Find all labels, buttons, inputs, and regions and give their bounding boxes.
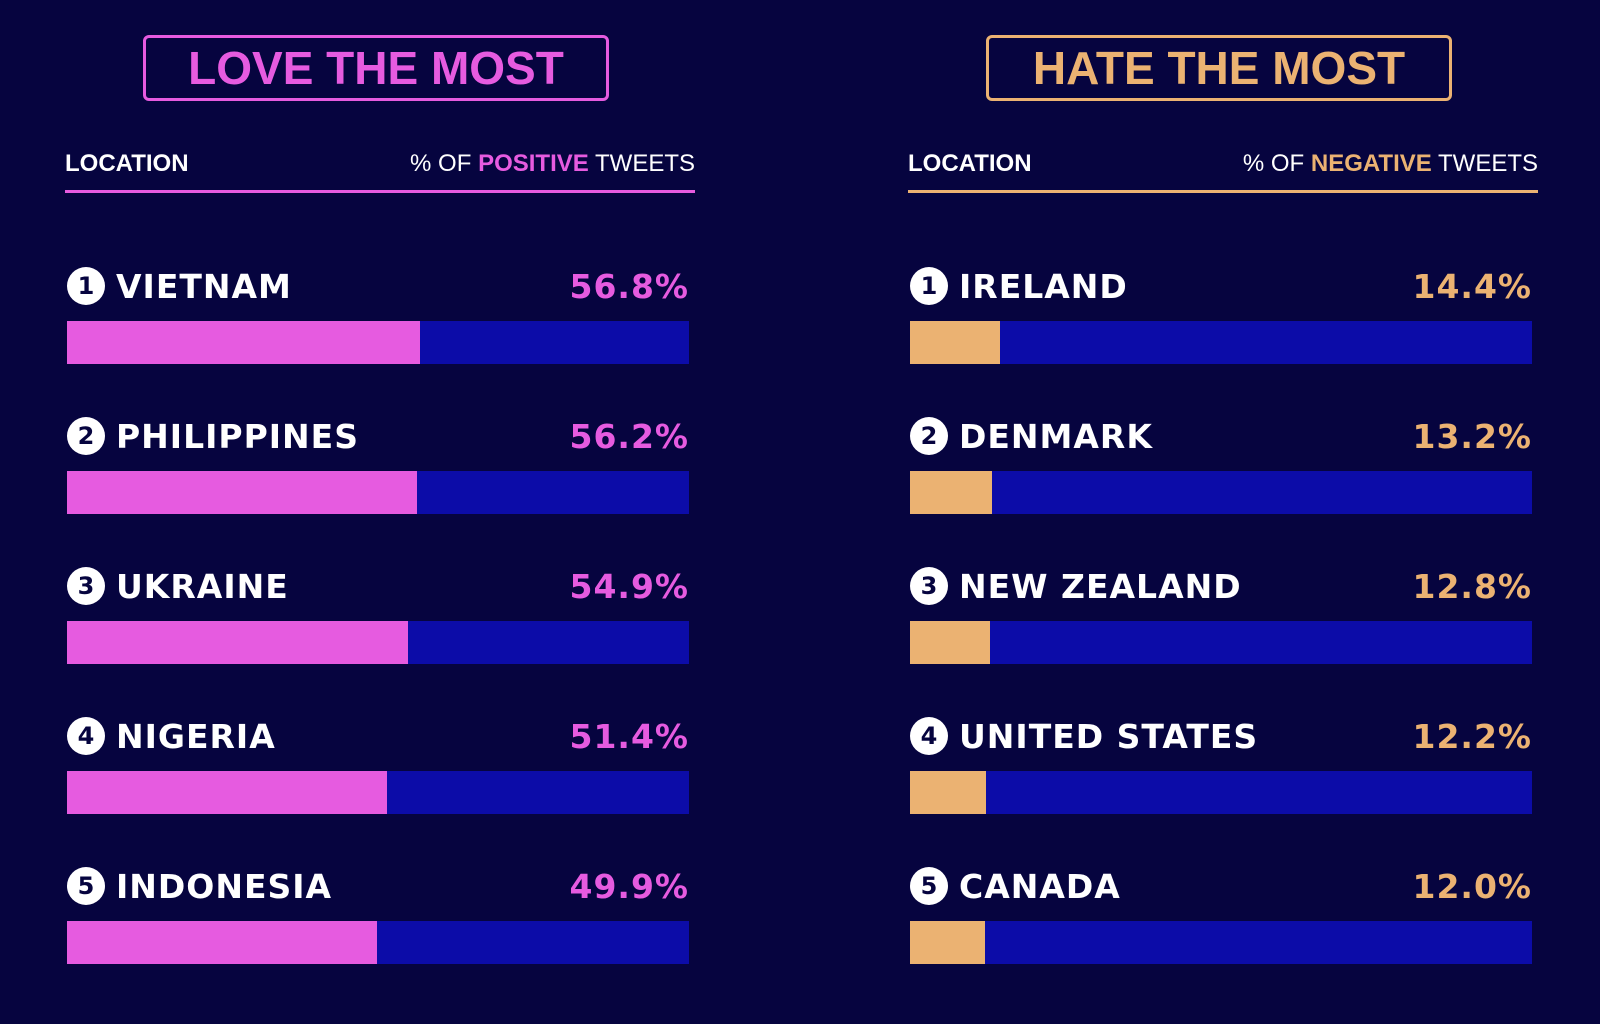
- rank-badge: 2: [910, 417, 948, 455]
- love-bar-row: 4 NIGERIA 51.4%: [67, 714, 689, 814]
- bar-fill: [910, 771, 986, 814]
- hate-title: HATE THE MOST: [986, 35, 1452, 101]
- rank-badge: 4: [910, 717, 948, 755]
- value-label: 51.4%: [569, 716, 689, 756]
- country-label: UNITED STATES: [959, 716, 1259, 756]
- bar-track: [910, 621, 1532, 664]
- value-label: 56.2%: [569, 416, 689, 456]
- rank-badge: 3: [910, 567, 948, 605]
- value-label: 54.9%: [569, 566, 689, 606]
- hate-bar-row: 3 NEW ZEALAND 12.8%: [910, 564, 1532, 664]
- bar-row-label-group: 3 NEW ZEALAND: [910, 567, 1242, 606]
- bar-fill: [910, 921, 985, 964]
- love-location-header: LOCATION: [65, 150, 189, 177]
- hate-table-header: LOCATION % OF NEGATIVE TWEETS: [908, 150, 1538, 178]
- love-bar-row: 5 INDONESIA 49.9%: [67, 864, 689, 964]
- country-label: UKRAINE: [116, 566, 289, 606]
- bar-fill: [67, 621, 408, 664]
- bar-track: [910, 321, 1532, 364]
- rank-badge: 1: [67, 267, 105, 305]
- hate-value-header: % OF NEGATIVE TWEETS: [1243, 150, 1538, 178]
- country-label: PHILIPPINES: [116, 416, 359, 456]
- bar-row-label-group: 1 VIETNAM: [67, 267, 292, 306]
- bar-row-label-group: 1 IRELAND: [910, 267, 1128, 306]
- hate-bar-row: 4 UNITED STATES 12.2%: [910, 714, 1532, 814]
- bar-track: [67, 621, 689, 664]
- bar-row-header: 5 CANADA 12.0%: [910, 864, 1532, 908]
- country-label: DENMARK: [959, 416, 1153, 456]
- country-label: INDONESIA: [116, 866, 333, 906]
- bar-fill: [910, 621, 990, 664]
- bar-row-header: 1 VIETNAM 56.8%: [67, 264, 689, 308]
- bar-track: [67, 321, 689, 364]
- rank-badge: 5: [67, 867, 105, 905]
- bar-row-header: 4 UNITED STATES 12.2%: [910, 714, 1532, 758]
- bar-fill: [67, 921, 377, 964]
- bar-row-label-group: 2 DENMARK: [910, 417, 1153, 456]
- bar-fill: [67, 471, 417, 514]
- rank-badge: 1: [910, 267, 948, 305]
- bar-track: [910, 921, 1532, 964]
- bar-row-header: 3 UKRAINE 54.9%: [67, 564, 689, 608]
- hate-bar-row: 1 IRELAND 14.4%: [910, 264, 1532, 364]
- bar-row-header: 2 DENMARK 13.2%: [910, 414, 1532, 458]
- value-label: 12.8%: [1412, 566, 1532, 606]
- country-label: IRELAND: [959, 266, 1128, 306]
- bar-fill: [910, 321, 1000, 364]
- love-value-header: % OF POSITIVE TWEETS: [410, 150, 695, 178]
- hate-bar-row: 2 DENMARK 13.2%: [910, 414, 1532, 514]
- country-label: VIETNAM: [116, 266, 292, 306]
- value-label: 12.2%: [1412, 716, 1532, 756]
- value-label: 12.0%: [1412, 866, 1532, 906]
- rank-badge: 2: [67, 417, 105, 455]
- rank-badge: 3: [67, 567, 105, 605]
- rank-badge: 5: [910, 867, 948, 905]
- country-label: NIGERIA: [116, 716, 276, 756]
- country-label: CANADA: [959, 866, 1121, 906]
- country-label: NEW ZEALAND: [959, 566, 1242, 606]
- value-label: 56.8%: [569, 266, 689, 306]
- hate-bar-row: 5 CANADA 12.0%: [910, 864, 1532, 964]
- bar-fill: [67, 321, 420, 364]
- love-table-header: LOCATION % OF POSITIVE TWEETS: [65, 150, 695, 178]
- bar-row-label-group: 2 PHILIPPINES: [67, 417, 359, 456]
- bar-fill: [910, 471, 992, 514]
- love-bar-row: 1 VIETNAM 56.8%: [67, 264, 689, 364]
- love-title: LOVE THE MOST: [143, 35, 609, 101]
- bar-track: [910, 771, 1532, 814]
- bar-track: [910, 471, 1532, 514]
- bar-track: [67, 771, 689, 814]
- bar-row-header: 3 NEW ZEALAND 12.8%: [910, 564, 1532, 608]
- love-panel: LOVE THE MOST LOCATION % OF POSITIVE TWE…: [65, 0, 695, 1024]
- bar-row-header: 5 INDONESIA 49.9%: [67, 864, 689, 908]
- hate-panel: HATE THE MOST LOCATION % OF NEGATIVE TWE…: [908, 0, 1538, 1024]
- love-bar-row: 3 UKRAINE 54.9%: [67, 564, 689, 664]
- bar-row-label-group: 4 NIGERIA: [67, 717, 276, 756]
- bar-row-header: 2 PHILIPPINES 56.2%: [67, 414, 689, 458]
- bar-row-label-group: 5 INDONESIA: [67, 867, 332, 906]
- rank-badge: 4: [67, 717, 105, 755]
- value-label: 49.9%: [569, 866, 689, 906]
- bar-track: [67, 471, 689, 514]
- value-label: 14.4%: [1412, 266, 1532, 306]
- bar-track: [67, 921, 689, 964]
- love-value-header-accent: POSITIVE: [478, 150, 589, 177]
- love-value-header-suffix: TWEETS: [588, 150, 695, 177]
- value-label: 13.2%: [1412, 416, 1532, 456]
- bar-row-header: 1 IRELAND 14.4%: [910, 264, 1532, 308]
- bar-fill: [67, 771, 387, 814]
- bar-row-header: 4 NIGERIA 51.4%: [67, 714, 689, 758]
- hate-value-header-suffix: TWEETS: [1431, 150, 1538, 177]
- bar-row-label-group: 4 UNITED STATES: [910, 717, 1258, 756]
- hate-value-header-accent: NEGATIVE: [1310, 150, 1432, 177]
- bar-row-label-group: 5 CANADA: [910, 867, 1121, 906]
- love-bar-row: 2 PHILIPPINES 56.2%: [67, 414, 689, 514]
- hate-header-rule: [908, 190, 1538, 193]
- love-header-rule: [65, 190, 695, 193]
- hate-location-header: LOCATION: [908, 150, 1032, 177]
- love-value-header-prefix: % OF: [410, 150, 479, 177]
- hate-value-header-prefix: % OF: [1242, 150, 1311, 177]
- bar-row-label-group: 3 UKRAINE: [67, 567, 289, 606]
